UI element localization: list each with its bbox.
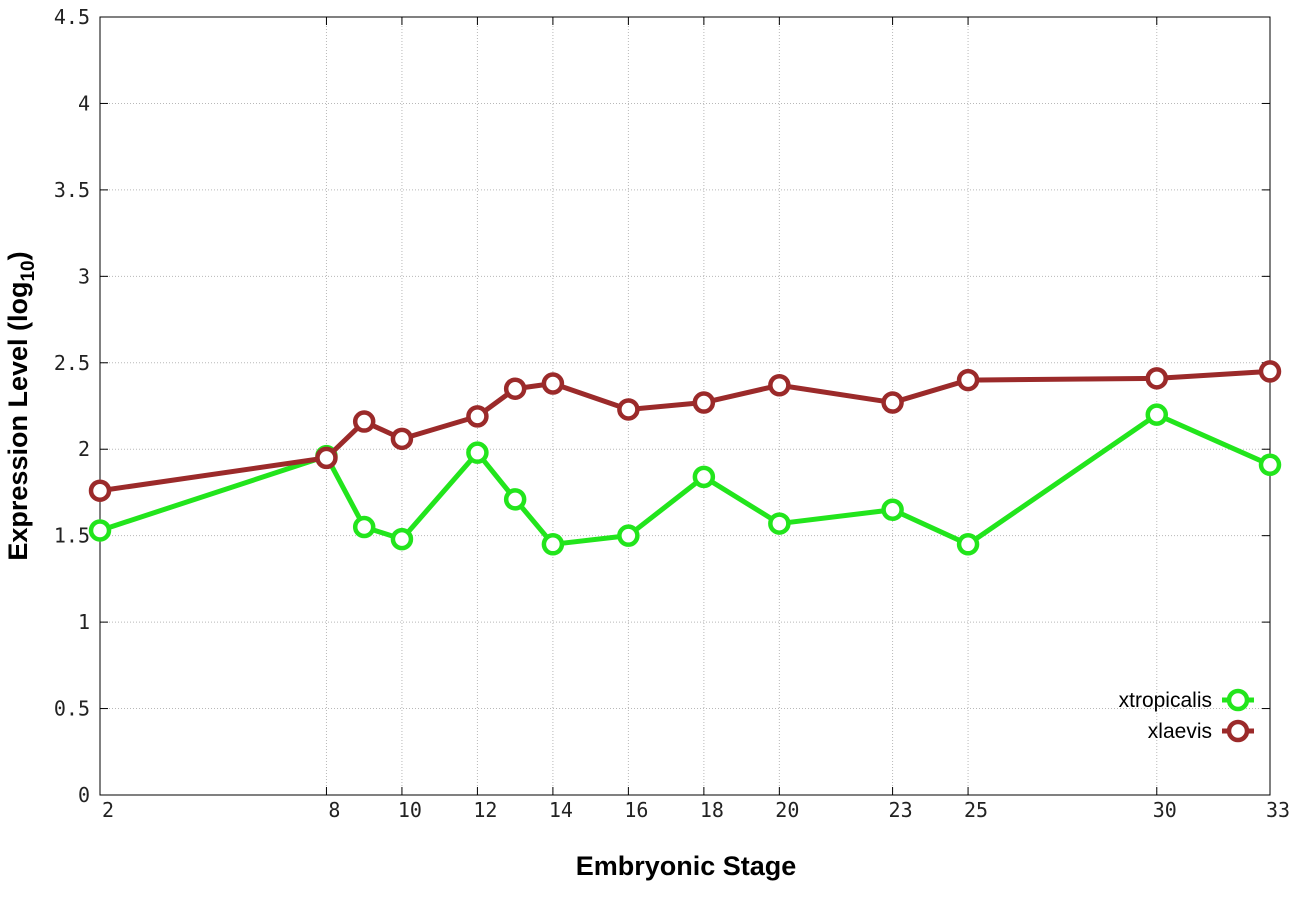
data-point [881, 391, 904, 414]
data-point [1258, 360, 1282, 383]
y-tick-label: 2.5 [54, 351, 90, 375]
series-xlaevis [88, 360, 1282, 502]
data-point [617, 524, 640, 547]
y-tick-label: 1.5 [54, 524, 90, 548]
data-point [956, 533, 980, 556]
data-point [88, 519, 112, 542]
x-tick-label: 16 [624, 798, 648, 822]
data-point [692, 465, 716, 489]
data-point [881, 498, 904, 521]
y-tick-label: 0 [78, 783, 90, 807]
legend-label: xlaevis [1148, 720, 1212, 743]
x-tick-label: 18 [700, 798, 724, 822]
y-axis-title-main: Expression Level (log [3, 282, 33, 561]
data-point [956, 368, 980, 392]
data-point [390, 427, 414, 451]
legend-item: xlaevis [1148, 719, 1254, 743]
legend-marker [1226, 719, 1250, 743]
data-point [768, 374, 791, 397]
series-line [99, 412, 1272, 547]
data-point [503, 488, 527, 511]
y-axis-title-subscript: 10 [18, 260, 39, 281]
legend-marker [1226, 688, 1250, 712]
data-point [541, 533, 565, 556]
y-tick-label: 3 [78, 264, 90, 288]
x-tick-label: 20 [775, 798, 799, 822]
data-point [541, 372, 565, 395]
plot-border [99, 16, 1271, 796]
data-point [352, 410, 376, 433]
data-point [768, 512, 791, 535]
data-point [692, 391, 716, 414]
data-point [88, 479, 112, 502]
series [88, 360, 1282, 556]
series-xtropicalis [88, 403, 1282, 556]
y-tick-label: 0.5 [54, 697, 90, 721]
y-tick-label: 4.5 [54, 5, 90, 29]
x-axis-title: Embryonic Stage [576, 851, 797, 881]
y-tick-label: 3.5 [54, 178, 90, 202]
data-point [315, 446, 338, 470]
data-point [390, 527, 414, 551]
x-tick-label: 2 [102, 798, 114, 822]
y-tick-label: 1 [78, 610, 90, 634]
data-point [503, 377, 527, 400]
data-point [466, 405, 489, 428]
x-tick-label: 25 [964, 798, 988, 822]
y-axis-title: Expression Level (log10) [3, 251, 39, 560]
data-point [1145, 367, 1169, 390]
data-point [352, 515, 376, 539]
y-axis-title-close: ) [3, 251, 33, 260]
legend-label: xtropicalis [1119, 689, 1212, 712]
x-tick-label: 8 [328, 798, 340, 822]
data-point [1145, 403, 1169, 426]
data-point [466, 441, 489, 464]
x-tick-label: 33 [1266, 798, 1290, 822]
y-tick-label: 4 [78, 91, 90, 115]
axis-ticks: 0 0.5 1 1.5 2 2.5 3 3.5 4 4.5 2 8 10 12 14 16 18 20 23 25 30… [54, 5, 1290, 822]
legend-item: xtropicalis [1119, 688, 1254, 712]
x-tick-label: 23 [889, 798, 913, 822]
x-tick-label: 10 [398, 798, 422, 822]
y-tick-label: 2 [78, 437, 90, 461]
data-point [617, 398, 640, 421]
legend: xtropicalis xlaevis [1119, 688, 1254, 743]
data-point [1258, 453, 1282, 477]
x-tick-label: 14 [549, 798, 573, 822]
x-tick-label: 30 [1153, 798, 1177, 822]
grid [100, 17, 1270, 795]
x-tick-label: 12 [473, 798, 497, 822]
